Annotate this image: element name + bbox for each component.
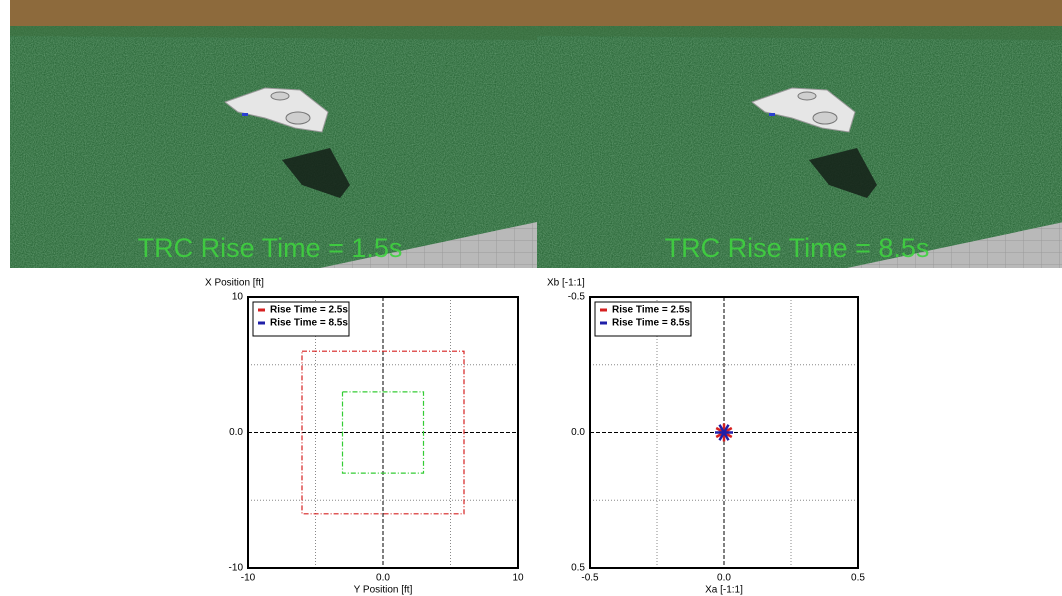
- sim-caption: TRC Rise Time = 1.5s: [138, 233, 403, 263]
- y-tick-label: -0.5: [568, 292, 586, 303]
- x-axis-label: Xa [-1:1]: [705, 585, 743, 596]
- plot-frame: [589, 296, 859, 569]
- y-tick-label: -10: [229, 563, 244, 574]
- x-tick-label: -0.5: [581, 573, 599, 584]
- legend-label: Rise Time = 8.5s: [612, 318, 690, 329]
- series-line: [341, 391, 425, 474]
- chart: -10 0.0 10 -10 0.0 10 Y Position [ft] X Positio…: [205, 278, 524, 596]
- series-line: [301, 350, 465, 515]
- sim-caption: TRC Rise Time = 8.5s: [665, 233, 930, 263]
- legend-label: Rise Time = 8.5s: [270, 318, 348, 329]
- x-axis-label: Y Position [ft]: [354, 585, 413, 596]
- x-tick-label: 0.5: [851, 573, 865, 584]
- sim-view: TRC Rise Time = 8.5s: [537, 0, 1062, 268]
- legend-label: Rise Time = 2.5s: [612, 305, 690, 316]
- y-axis-label: X Position [ft]: [205, 278, 264, 289]
- scatter-point: [715, 424, 733, 441]
- plot-frame: [247, 296, 519, 569]
- legend-box: [252, 301, 350, 337]
- y-axis-label: Xb [-1:1]: [547, 278, 585, 289]
- sim-view: TRC Rise Time = 1.5s: [10, 0, 537, 268]
- x-tick-label: 0.0: [717, 573, 731, 584]
- x-tick-label: -10: [241, 573, 256, 584]
- y-tick-label: 0.0: [229, 427, 243, 438]
- chart: -0.5 0.0 0.5 0.5 0.0 -0.5 Xa [-1:1] Xb [-1:1] Ri…: [547, 278, 865, 596]
- legend-label: Rise Time = 2.5s: [270, 305, 348, 316]
- legend-box: [594, 301, 692, 337]
- y-tick-label: 10: [232, 292, 244, 303]
- x-tick-label: 10: [512, 573, 524, 584]
- y-tick-label: 0.0: [571, 427, 585, 438]
- x-tick-label: 0.0: [376, 573, 390, 584]
- y-tick-label: 0.5: [571, 563, 585, 574]
